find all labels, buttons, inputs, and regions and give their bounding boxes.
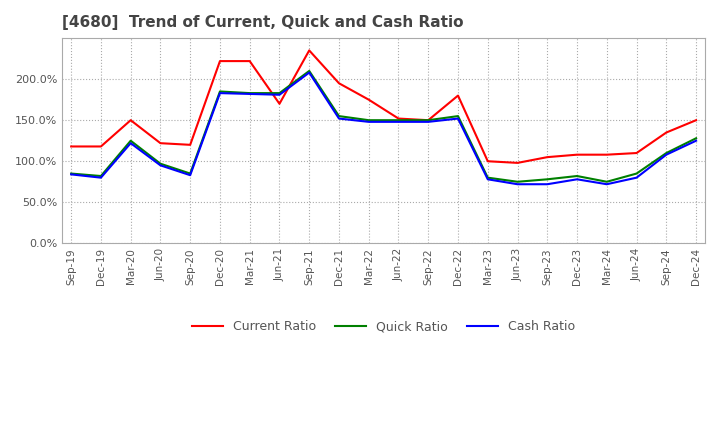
Current Ratio	[424, 117, 433, 123]
Cash Ratio	[603, 182, 611, 187]
Current Ratio	[335, 81, 343, 86]
Current Ratio	[156, 140, 165, 146]
Quick Ratio	[215, 89, 224, 94]
Current Ratio	[692, 117, 701, 123]
Cash Ratio	[96, 175, 105, 180]
Cash Ratio	[572, 177, 581, 182]
Current Ratio	[215, 59, 224, 64]
Current Ratio	[454, 93, 462, 98]
Quick Ratio	[513, 179, 522, 184]
Cash Ratio	[394, 119, 402, 125]
Line: Cash Ratio: Cash Ratio	[71, 73, 696, 184]
Cash Ratio	[483, 177, 492, 182]
Quick Ratio	[186, 171, 194, 176]
Legend: Current Ratio, Quick Ratio, Cash Ratio: Current Ratio, Quick Ratio, Cash Ratio	[187, 315, 580, 338]
Quick Ratio	[394, 117, 402, 123]
Cash Ratio	[364, 119, 373, 125]
Cash Ratio	[632, 175, 641, 180]
Cash Ratio	[543, 182, 552, 187]
Current Ratio	[483, 158, 492, 164]
Quick Ratio	[662, 150, 670, 156]
Cash Ratio	[513, 182, 522, 187]
Current Ratio	[126, 117, 135, 123]
Quick Ratio	[543, 177, 552, 182]
Quick Ratio	[96, 173, 105, 179]
Quick Ratio	[246, 91, 254, 96]
Quick Ratio	[67, 171, 76, 176]
Quick Ratio	[632, 171, 641, 176]
Cash Ratio	[305, 70, 313, 75]
Current Ratio	[662, 130, 670, 135]
Current Ratio	[543, 154, 552, 160]
Quick Ratio	[424, 117, 433, 123]
Cash Ratio	[424, 119, 433, 125]
Quick Ratio	[156, 161, 165, 166]
Current Ratio	[275, 101, 284, 106]
Current Ratio	[394, 116, 402, 121]
Current Ratio	[572, 152, 581, 158]
Current Ratio	[513, 160, 522, 165]
Quick Ratio	[275, 91, 284, 96]
Current Ratio	[305, 48, 313, 53]
Text: [4680]  Trend of Current, Quick and Cash Ratio: [4680] Trend of Current, Quick and Cash …	[62, 15, 464, 30]
Quick Ratio	[364, 117, 373, 123]
Quick Ratio	[335, 114, 343, 119]
Cash Ratio	[662, 152, 670, 158]
Cash Ratio	[454, 116, 462, 121]
Cash Ratio	[186, 172, 194, 178]
Quick Ratio	[483, 175, 492, 180]
Cash Ratio	[156, 163, 165, 168]
Current Ratio	[67, 144, 76, 149]
Current Ratio	[246, 59, 254, 64]
Line: Quick Ratio: Quick Ratio	[71, 71, 696, 182]
Current Ratio	[96, 144, 105, 149]
Current Ratio	[632, 150, 641, 156]
Quick Ratio	[692, 136, 701, 141]
Cash Ratio	[215, 91, 224, 96]
Current Ratio	[603, 152, 611, 158]
Cash Ratio	[275, 92, 284, 97]
Cash Ratio	[67, 172, 76, 177]
Quick Ratio	[603, 179, 611, 184]
Cash Ratio	[246, 91, 254, 96]
Current Ratio	[186, 142, 194, 147]
Quick Ratio	[126, 138, 135, 143]
Line: Current Ratio: Current Ratio	[71, 51, 696, 163]
Cash Ratio	[692, 138, 701, 143]
Current Ratio	[364, 97, 373, 103]
Quick Ratio	[572, 173, 581, 179]
Quick Ratio	[305, 68, 313, 73]
Cash Ratio	[126, 140, 135, 146]
Quick Ratio	[454, 114, 462, 119]
Cash Ratio	[335, 116, 343, 121]
